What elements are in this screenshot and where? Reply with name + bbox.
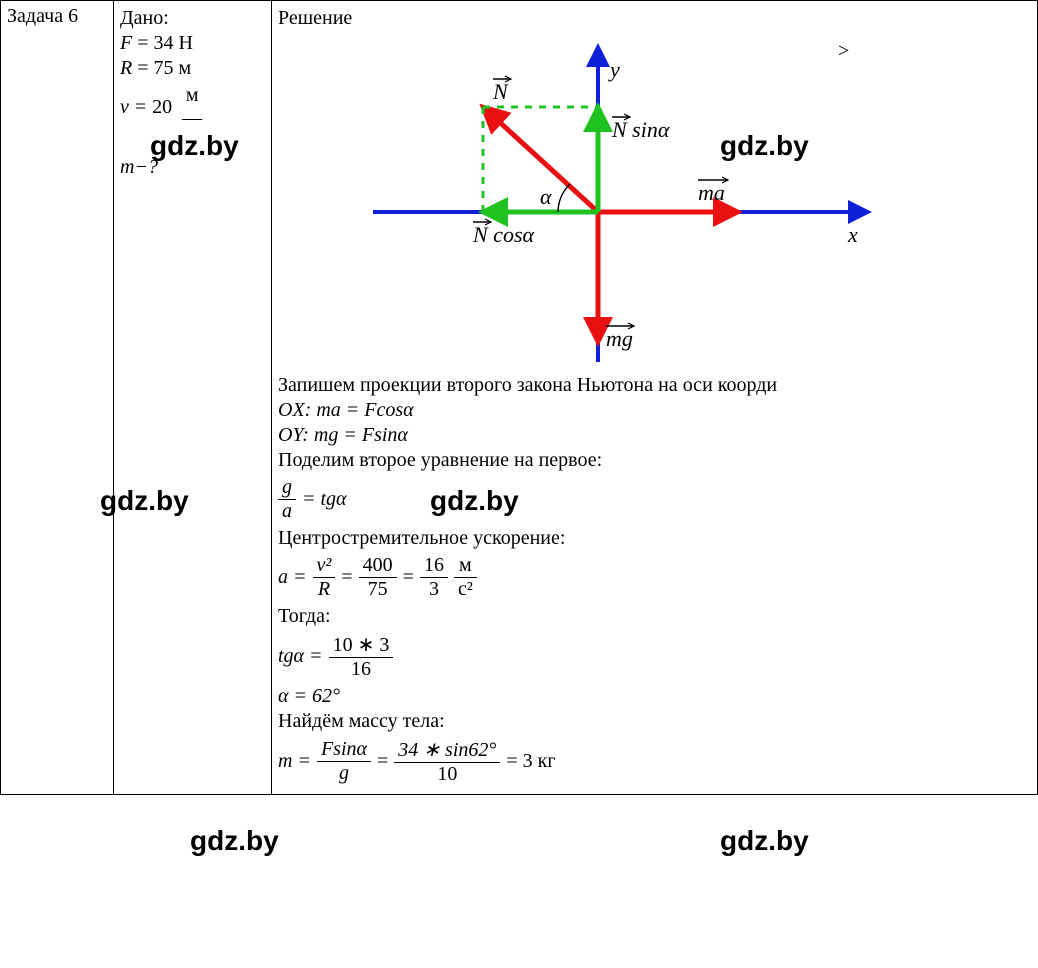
svg-text:N: N xyxy=(492,79,509,104)
centr-text: Центростремительное ускорение: xyxy=(278,527,1031,550)
given-v: v = 20 м — xyxy=(120,84,265,130)
proj-text: Запишем проекции второго закона Ньютона … xyxy=(278,374,1031,397)
eq-m: m = Fsinα g = 34 ∗ sin62° 10 = 3 кг xyxy=(278,737,1031,786)
svg-text:α: α xyxy=(540,184,552,209)
svg-text:ma: ma xyxy=(698,180,725,205)
svg-text:x: x xyxy=(847,222,858,247)
findm-text: Найдём массу тела: xyxy=(278,710,1031,733)
solution-title: Решение xyxy=(278,7,1031,30)
eq-ox: OX: ma = Fcosα xyxy=(278,399,1031,422)
given-R: R = 75 м xyxy=(120,57,265,80)
then-text: Тогда: xyxy=(278,605,1031,628)
given-m: m−? xyxy=(120,156,265,179)
task-number: Задача 6 xyxy=(7,5,78,27)
watermark: gdz.by xyxy=(190,825,279,857)
solution-cell: Решение y x N N sinα N cosα ma mg α > Запишем пр… xyxy=(272,1,1038,795)
svg-text:N cosα: N cosα xyxy=(472,222,535,247)
svg-text:N sinα: N sinα xyxy=(611,117,670,142)
eq-a: a = v² R = 400 75 = 16 3 м с² xyxy=(278,554,1031,601)
divide-text: Поделим второе уравнение на первое: xyxy=(278,449,1031,472)
eq-oy: OY: mg = Fsinα xyxy=(278,424,1031,447)
diagram-svg: y x N N sinα N cosα ma mg α > xyxy=(338,32,898,372)
watermark: gdz.by xyxy=(720,825,809,857)
eq-alpha: α = 62° xyxy=(278,685,1031,708)
force-diagram: y x N N sinα N cosα ma mg α > xyxy=(338,32,898,372)
given-F: F = 34 Н xyxy=(120,32,265,55)
eq-tga: tgα = 10 ∗ 3 16 xyxy=(278,632,1031,681)
eq-ga: g a = tgα xyxy=(278,476,1031,523)
svg-text:mg: mg xyxy=(606,326,633,351)
svg-text:y: y xyxy=(608,57,620,82)
svg-text:>: > xyxy=(838,40,849,62)
given-title: Дано: xyxy=(120,7,265,30)
problem-table: Задача 6 Дано: F = 34 Н R = 75 м v = 20 … xyxy=(0,0,1038,795)
task-number-cell: Задача 6 xyxy=(1,1,114,795)
given-cell: Дано: F = 34 Н R = 75 м v = 20 м — m−? xyxy=(114,1,272,795)
